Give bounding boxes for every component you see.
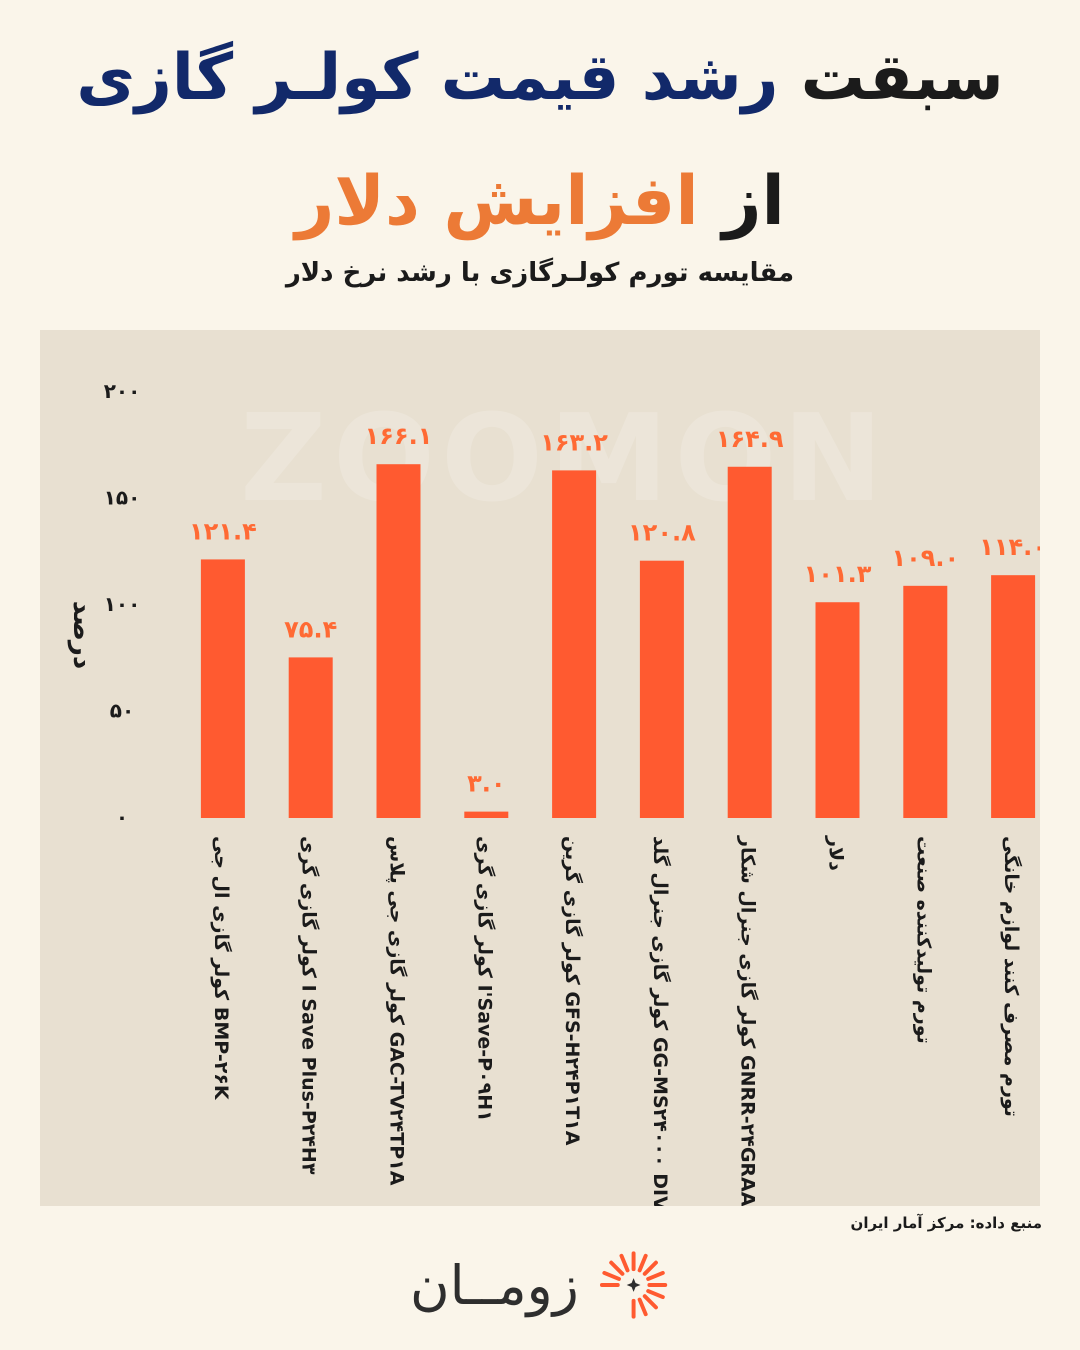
category-label: کولر گازی جی پلاس GAC-TV۲۴TP۱A bbox=[386, 836, 409, 1186]
category-label: کولر گازی گرین GFS-H۲۴P۱T۱A bbox=[561, 836, 584, 1146]
title-phrase-navy: رشد قیمت کولـر گازی bbox=[76, 41, 779, 115]
bar bbox=[815, 602, 860, 818]
category-label: کولر گازی جنرال گلد GG-MS۲۴۰۰۰ DIVA ۵ bbox=[649, 836, 672, 1206]
sunburst-logo-icon bbox=[599, 1251, 668, 1319]
value-label: ۱۶۴.۹ bbox=[716, 425, 784, 453]
y-tick-label: ۵۰ bbox=[110, 699, 134, 723]
y-tick-label: ۰ bbox=[116, 805, 128, 829]
logo-ray bbox=[642, 1260, 658, 1276]
bar bbox=[727, 466, 772, 818]
category-label: کولر گازی گری I'Save-P۰۹H۱ bbox=[473, 836, 496, 1122]
bar bbox=[464, 811, 509, 818]
y-tick-label: ۱۰۰ bbox=[104, 592, 141, 616]
chart-panel: ZOOMON ۰ ۵۰ ۱۰۰ ۱۵۰ ۲۰۰ درصد ۱۲۱.۴ کولر گازی ال… bbox=[40, 330, 1040, 1206]
bar bbox=[552, 470, 597, 818]
chart-title-line1: سبقت رشد قیمت کولـر گازی bbox=[0, 38, 1080, 118]
category-label: تورم تولیدکننده صنعت bbox=[912, 836, 934, 1044]
bar bbox=[288, 657, 333, 818]
value-label: ۷۵.۴ bbox=[284, 615, 337, 643]
category-label: کولر گازی گری I Save Plus-P۲۴H۳ bbox=[298, 836, 321, 1175]
logo-ray bbox=[637, 1297, 648, 1317]
logo-ray bbox=[646, 1270, 665, 1281]
category-label: دلار bbox=[825, 835, 847, 871]
bar bbox=[639, 560, 684, 818]
value-label: ۳.۰ bbox=[467, 770, 505, 798]
source-note: منبع داده: مرکز آمار ایران bbox=[850, 1214, 1042, 1232]
bar-chart: ۰ ۵۰ ۱۰۰ ۱۵۰ ۲۰۰ درصد ۱۲۱.۴ کولر گازی ال جی BMP… bbox=[67, 379, 1040, 1206]
value-label: ۱۶۶.۱ bbox=[365, 422, 433, 450]
y-tick-label: ۲۰۰ bbox=[104, 379, 141, 403]
title-phrase-orange: افزایش دلار bbox=[295, 162, 699, 241]
category-label: کولر گازی ال جی BMP-۲۶K bbox=[210, 836, 233, 1101]
logo-wordmark: زومــان bbox=[410, 1253, 579, 1317]
logo-ray bbox=[642, 1294, 658, 1310]
logo-ray bbox=[619, 1253, 630, 1273]
category-label: کولر گازی جنرال شکار GNRR-۲۴GRAA bbox=[737, 835, 760, 1206]
category-label: تورم مصرف کنند لوازم خانگی bbox=[1000, 836, 1023, 1117]
logo-ray bbox=[646, 1289, 665, 1300]
title-word-dark: سبقت bbox=[800, 41, 1004, 115]
y-tick-label: ۱۵۰ bbox=[104, 486, 141, 510]
y-axis-label: درصد bbox=[67, 601, 97, 669]
value-label: ۱۱۴.۰ bbox=[979, 533, 1040, 561]
logo-ray bbox=[609, 1260, 625, 1276]
logo-star bbox=[626, 1278, 641, 1292]
brand-logo: زومــان bbox=[410, 1240, 670, 1330]
bar bbox=[903, 585, 948, 818]
bar bbox=[991, 575, 1036, 818]
chart-title-line2: از افزایش دلار bbox=[0, 160, 1080, 244]
logo-ray bbox=[602, 1270, 621, 1281]
value-label: ۱۰۹.۰ bbox=[891, 544, 959, 572]
bar bbox=[376, 464, 421, 818]
title-word-az: از bbox=[722, 162, 785, 241]
chart-subtitle: مقایسه تورم کولـرگازی با رشد نرخ دلار bbox=[285, 258, 795, 288]
value-label: ۱۰۱.۳ bbox=[804, 560, 872, 588]
logo-ray bbox=[637, 1253, 648, 1273]
bar bbox=[200, 559, 245, 818]
value-label: ۱۶۳.۲ bbox=[540, 428, 608, 456]
value-label: ۱۲۰.۸ bbox=[628, 519, 696, 547]
value-label: ۱۲۱.۴ bbox=[189, 517, 257, 545]
